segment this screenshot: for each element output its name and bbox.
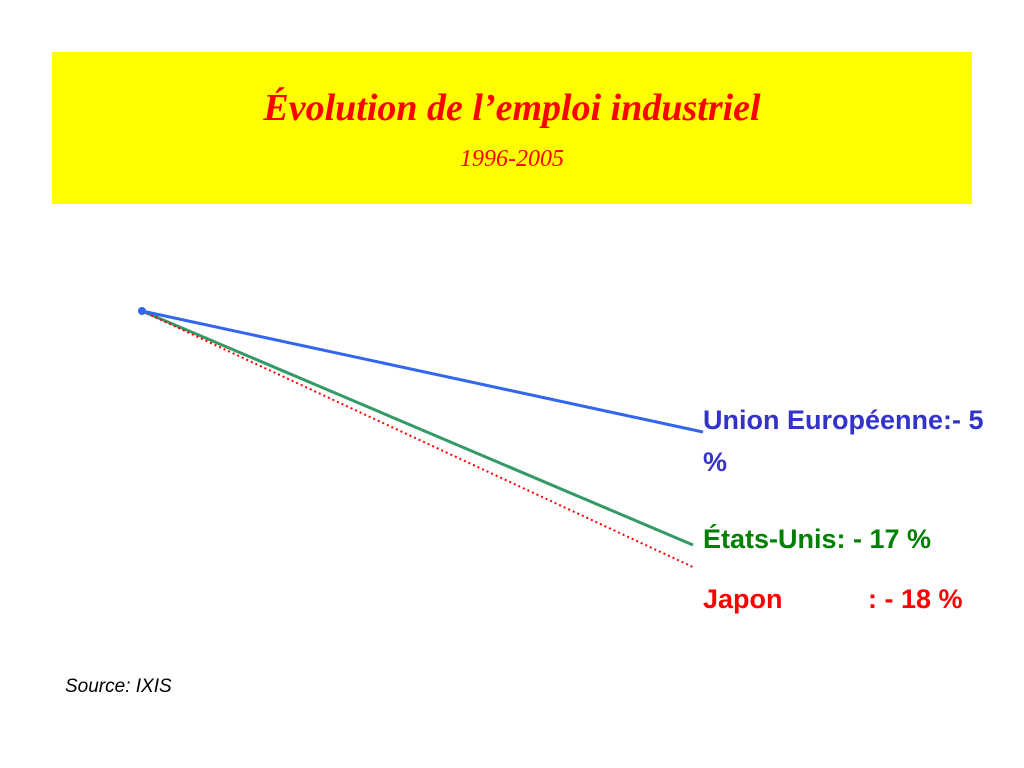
title-banner (52, 52, 972, 204)
eu-label: Union Européenne:- 5 % (703, 405, 984, 477)
title: Évolution de l’emploi industriel (263, 87, 761, 129)
source: Source: IXIS (65, 676, 172, 697)
subtitle: 1996-2005 (460, 146, 564, 172)
us-line (141, 309, 694, 547)
eu-line (141, 309, 704, 434)
japan-value: : - 18 % (868, 584, 963, 614)
us-label: États-Unis: - 17 % (703, 524, 932, 554)
start-point (138, 307, 146, 315)
japan-line (141, 310, 696, 569)
japan-label: Japon (703, 584, 783, 614)
